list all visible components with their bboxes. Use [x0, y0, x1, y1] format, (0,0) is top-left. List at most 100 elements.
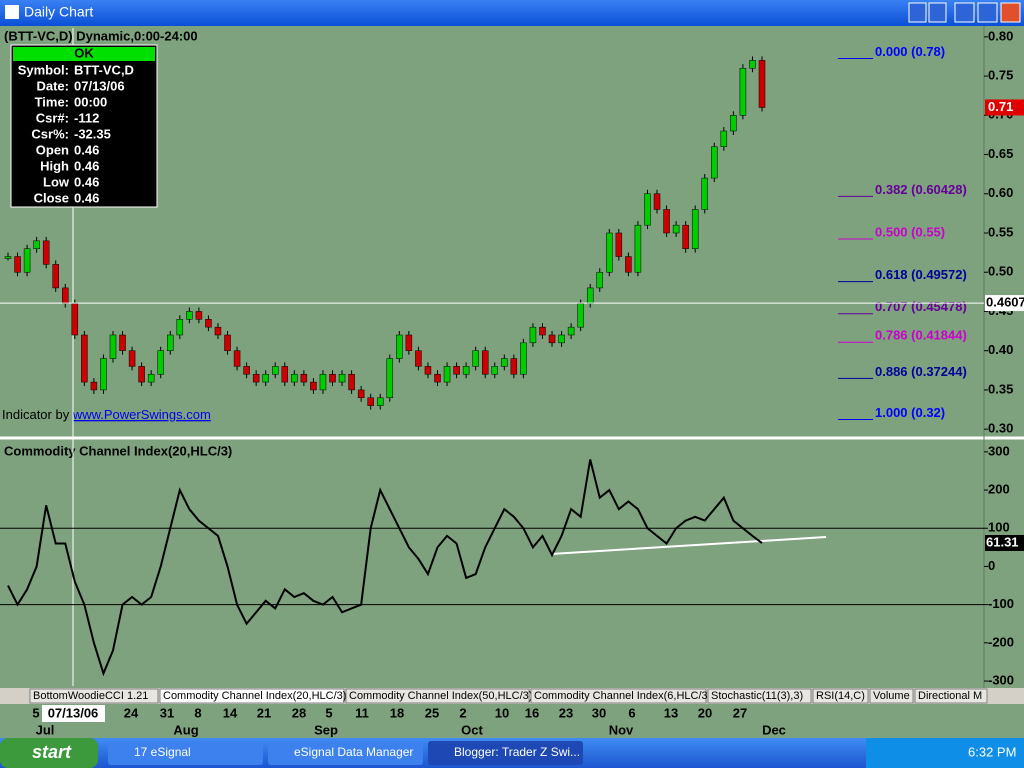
candle [520, 342, 527, 375]
candle [558, 334, 565, 344]
candle [396, 334, 403, 359]
candle [701, 177, 708, 210]
y-tick-label: 0.65 [988, 146, 1013, 161]
candle [128, 350, 136, 367]
date-label: 30 [592, 705, 606, 720]
tab[interactable] [914, 688, 988, 704]
last-price-label: 0.71 [988, 99, 1013, 114]
tab[interactable] [707, 688, 812, 704]
candle [443, 366, 451, 383]
date-axis [0, 704, 1024, 738]
candle [653, 193, 661, 210]
dropdown-button[interactable] [908, 2, 927, 23]
tab[interactable] [812, 688, 869, 704]
candle [52, 264, 59, 289]
tray [866, 738, 1024, 768]
info-value: 0.46 [74, 174, 99, 189]
tab-label: Commodity Channel Index(20,HLC/3) [163, 690, 346, 702]
candle [634, 224, 642, 273]
restore-button[interactable] [928, 2, 947, 23]
y-tick-label: -300 [988, 672, 1014, 687]
last-price-box [985, 99, 1024, 116]
info-key: Time: [35, 94, 69, 109]
tab[interactable] [29, 688, 159, 704]
app-icon [5, 5, 19, 19]
candle [711, 146, 718, 179]
candle [23, 248, 31, 273]
candle [300, 373, 308, 383]
candle [586, 287, 594, 304]
maximize-button[interactable] [977, 2, 998, 23]
marker-label: 0.4607 [986, 295, 1024, 310]
tab[interactable] [530, 688, 707, 704]
cci-title: Commodity Channel Index(20,HLC/3) [4, 443, 232, 458]
y-tick-label: 0.55 [988, 224, 1013, 239]
taskbar-button[interactable] [428, 741, 583, 765]
fib-label: 0.500 (0.55) [875, 224, 945, 239]
info-key: Date: [36, 78, 69, 93]
annotation-link[interactable]: www.PowerSwings.com [72, 407, 211, 422]
last-value-label: 61.31 [986, 534, 1019, 549]
start-label: start [32, 742, 72, 762]
date-label: 21 [257, 705, 271, 720]
info-key: Csr#: [36, 110, 69, 125]
candle [625, 256, 632, 273]
tab-label: Volume [873, 690, 910, 702]
candle [4, 256, 12, 259]
fib-label: 0.707 (0.45478) [875, 299, 967, 314]
candle [462, 366, 470, 375]
candle [329, 373, 336, 383]
info-value: 0.46 [74, 158, 99, 173]
candle [81, 334, 88, 383]
candle [758, 60, 766, 108]
candle [510, 358, 518, 375]
y-tick-label: 300 [988, 443, 1010, 458]
candle [186, 311, 193, 320]
tab-label: BottomWoodieCCI 1.21 [33, 690, 148, 702]
date-label: 25 [425, 705, 439, 720]
candle [596, 271, 603, 289]
y-tick-label: 0 [988, 558, 995, 573]
taskbar-button[interactable] [108, 741, 263, 765]
candle [739, 67, 747, 116]
candle [424, 366, 432, 375]
date-label: 18 [390, 705, 404, 720]
candle [195, 311, 203, 320]
date-label: 11 [355, 705, 369, 720]
tab[interactable] [345, 688, 530, 704]
date-label: 10 [495, 705, 509, 720]
candle [310, 381, 317, 391]
marker-box [985, 295, 1024, 312]
close-button[interactable] [1000, 2, 1021, 23]
date-label: 5 [325, 705, 332, 720]
candle [109, 334, 117, 359]
info-status: OK [74, 45, 94, 60]
taskbar-button[interactable] [268, 741, 423, 765]
tab[interactable] [869, 688, 914, 704]
candle [62, 287, 69, 304]
candle [205, 319, 212, 328]
y-tick-label: -200 [988, 634, 1014, 649]
candle [291, 373, 298, 383]
chart-background [0, 26, 1024, 688]
fib-label: 0.618 (0.49572) [875, 267, 967, 282]
y-tick-label: 0.50 [988, 264, 1013, 279]
clock: 6:32 PM [968, 744, 1016, 759]
month-label: Jul [36, 722, 55, 737]
candle [376, 397, 384, 406]
fib-label: 0.000 (0.78) [875, 44, 945, 59]
date-label: 07/13/06 [48, 705, 99, 720]
fib-label: 1.000 (0.32) [875, 405, 945, 420]
candle [338, 373, 346, 383]
info-key: High [40, 158, 69, 173]
month-label: Aug [173, 722, 198, 737]
annotation-prefix: Indicator by [2, 407, 73, 422]
candle [252, 373, 260, 383]
fib-label: 0.382 (0.60428) [875, 182, 967, 197]
minimize-button[interactable] [954, 2, 975, 23]
info-value: BTT-VC,D [74, 62, 134, 77]
candle [42, 240, 50, 265]
tab[interactable] [159, 688, 345, 704]
y-tick-label: 0.40 [988, 342, 1013, 357]
start-button[interactable] [0, 738, 98, 768]
